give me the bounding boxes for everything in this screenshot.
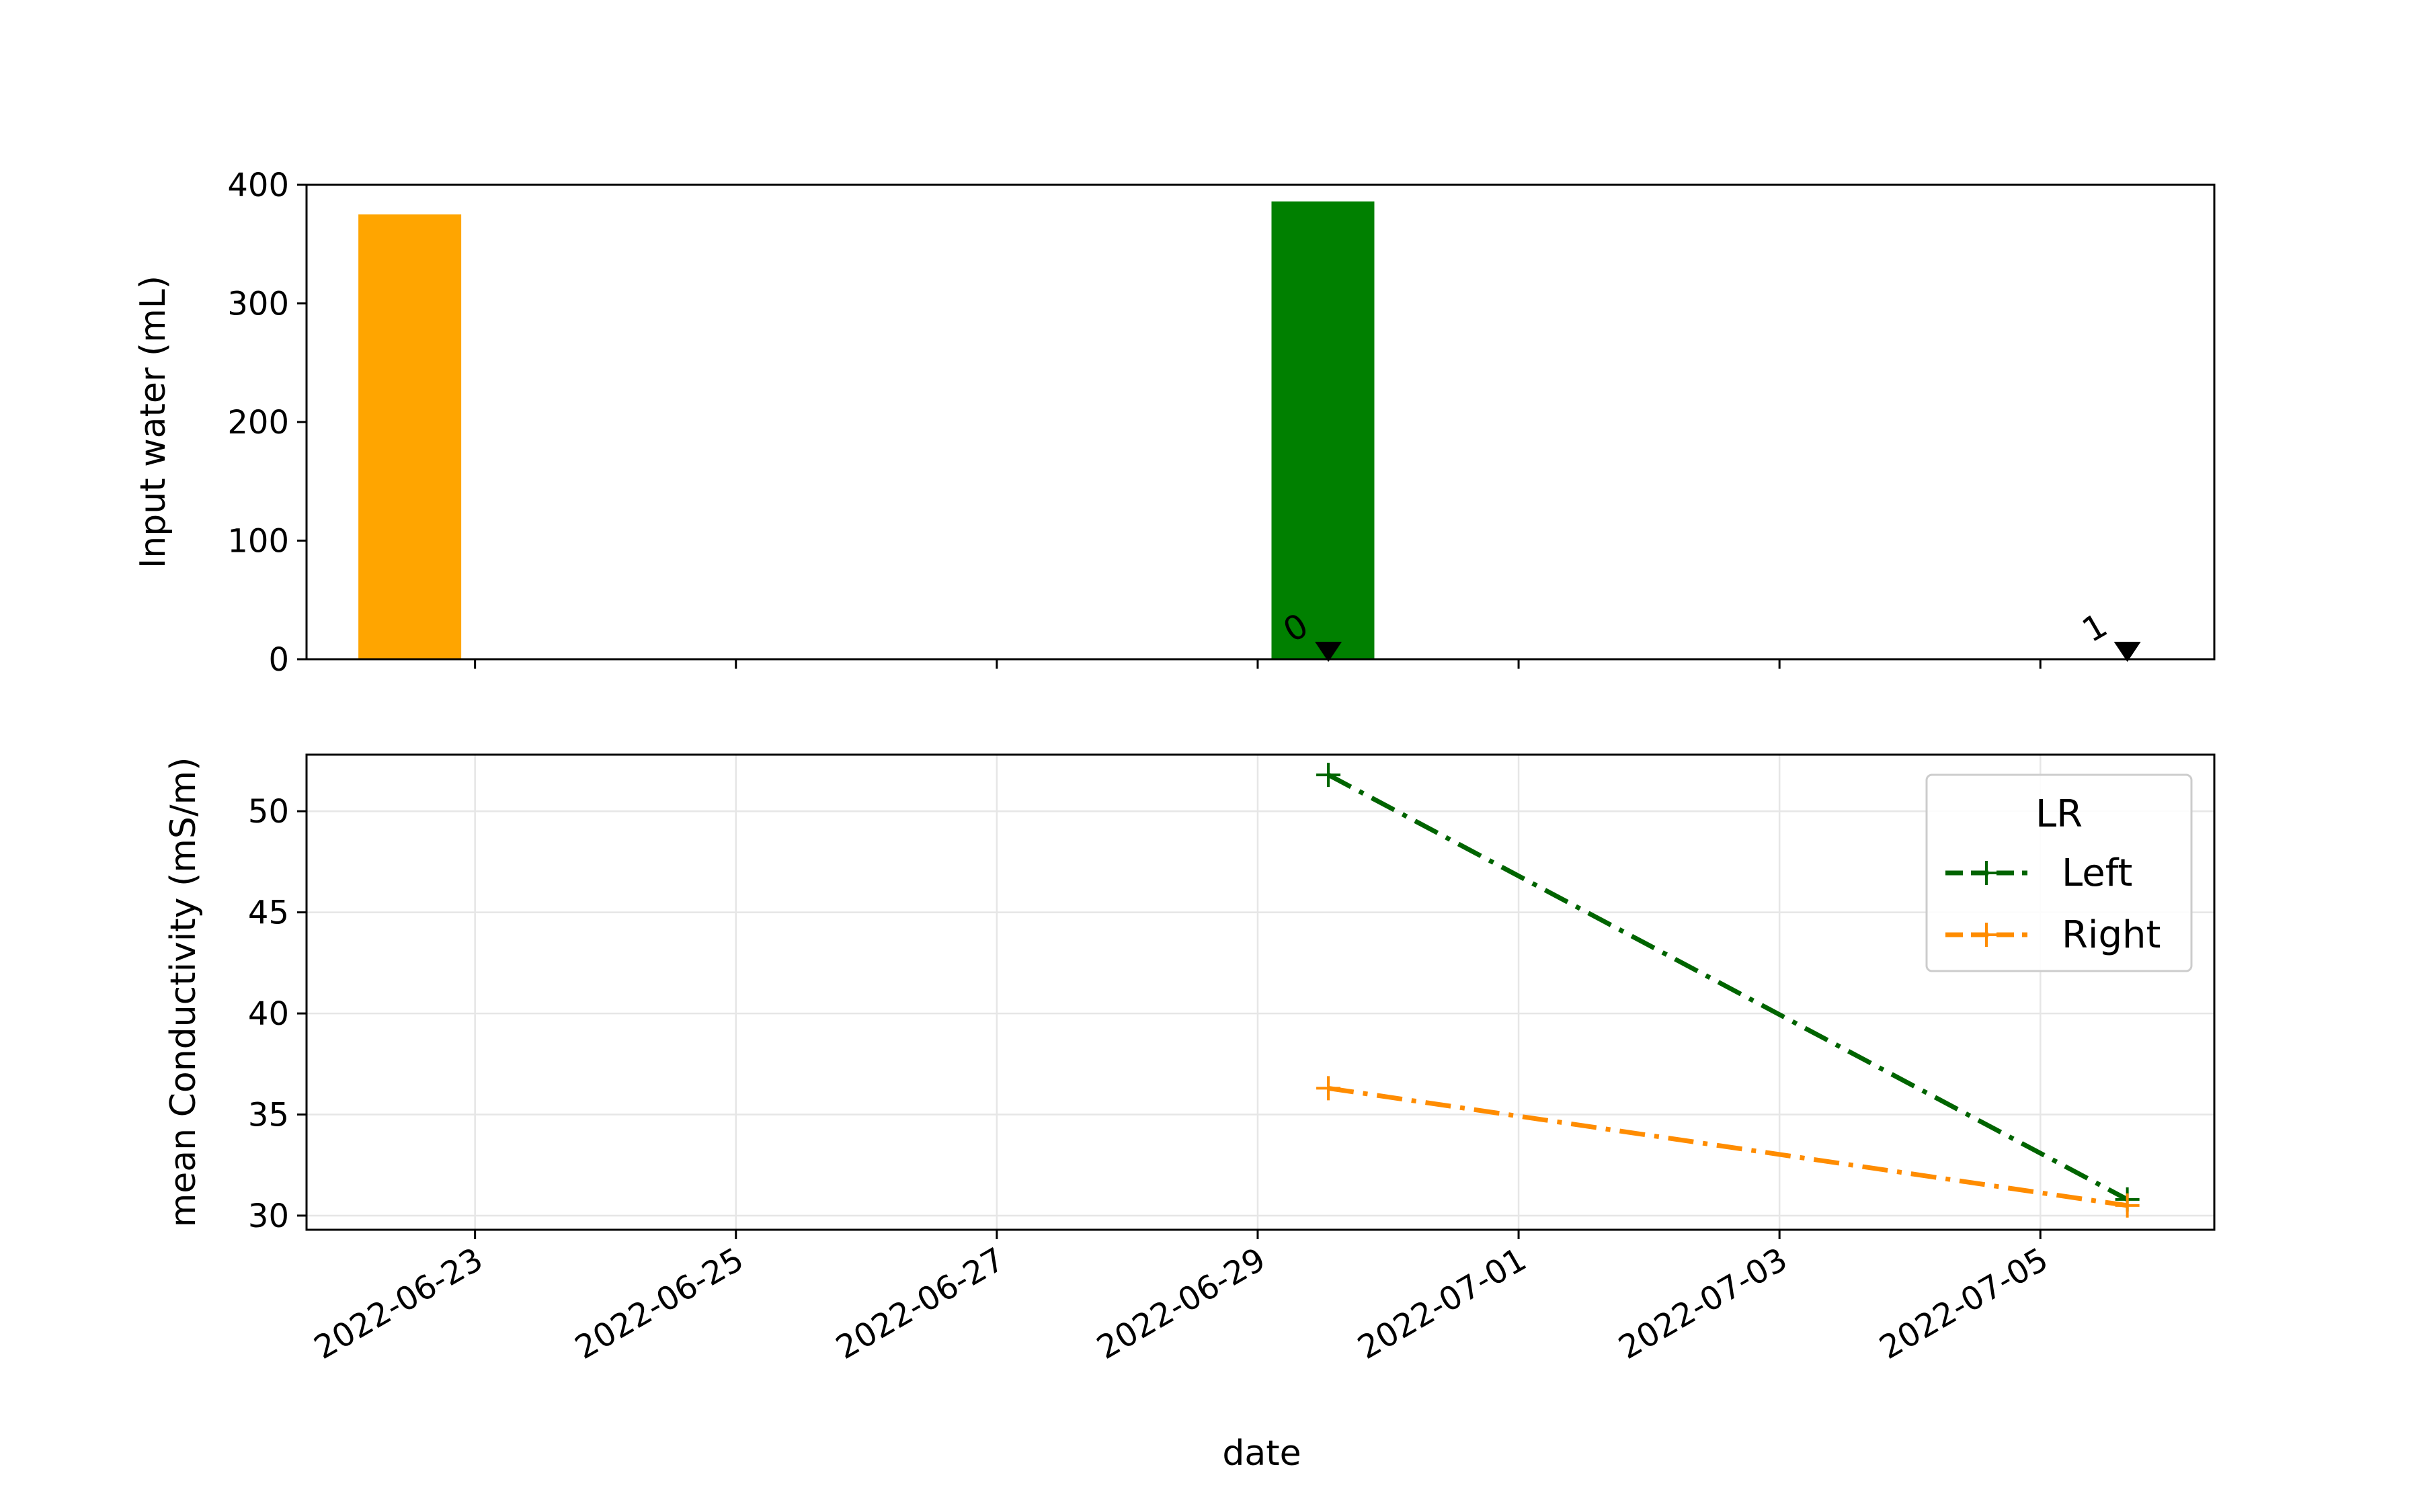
y-tick-label: 200 bbox=[227, 404, 289, 442]
series-line bbox=[1327, 772, 2129, 1202]
legend-entry-left: Left bbox=[1945, 851, 2132, 895]
legend-label: Right bbox=[2062, 913, 2161, 957]
data-point bbox=[2115, 1193, 2140, 1218]
x-axis-label-date: date bbox=[1222, 1433, 1301, 1474]
y-tick-label: 100 bbox=[227, 523, 289, 560]
y-tick-label: 40 bbox=[248, 995, 289, 1033]
x-axis-ticks-top bbox=[474, 659, 2042, 669]
series-line bbox=[1328, 1085, 2128, 1208]
grid-lines bbox=[307, 755, 2214, 1230]
legend: LR Left Right bbox=[1925, 773, 2193, 972]
y-tick-label: 45 bbox=[248, 894, 289, 932]
event-marker bbox=[1315, 642, 1342, 662]
y-tick-label: 30 bbox=[248, 1198, 289, 1235]
y-axis-ticks-bottom: 30 35 40 45 50 bbox=[248, 793, 307, 1235]
y-tick-label: 35 bbox=[248, 1097, 289, 1134]
y-tick-label: 50 bbox=[248, 793, 289, 831]
legend-entry-right: Right bbox=[1945, 913, 2161, 957]
bar bbox=[358, 214, 462, 659]
y-tick-label: 300 bbox=[227, 286, 289, 323]
y-tick-label: 0 bbox=[268, 641, 289, 679]
series-right bbox=[1316, 1076, 2140, 1218]
bar bbox=[1271, 201, 1375, 660]
legend-marker bbox=[1974, 861, 1999, 885]
y-axis-ticks-top: 0 100 200 300 400 bbox=[227, 167, 307, 679]
y-axis-label-input-water: Input water (mL) bbox=[133, 276, 173, 569]
legend-marker bbox=[1974, 923, 1999, 947]
legend-frame bbox=[1925, 773, 2193, 972]
data-point bbox=[1316, 1076, 1341, 1101]
legend-label: Left bbox=[2062, 851, 2132, 895]
y-axis-label-conductivity: mean Conductivity (mS/m) bbox=[163, 757, 204, 1228]
legend-title: LR bbox=[2035, 792, 2083, 836]
data-point bbox=[1316, 763, 1341, 788]
y-tick-label: 400 bbox=[227, 167, 289, 204]
plot-frame-bottom bbox=[305, 753, 2216, 1231]
bar-series bbox=[358, 201, 1375, 660]
event-marker bbox=[2113, 642, 2141, 662]
legend-entries: Left Right bbox=[1945, 851, 2161, 957]
line-series bbox=[1316, 763, 2140, 1218]
